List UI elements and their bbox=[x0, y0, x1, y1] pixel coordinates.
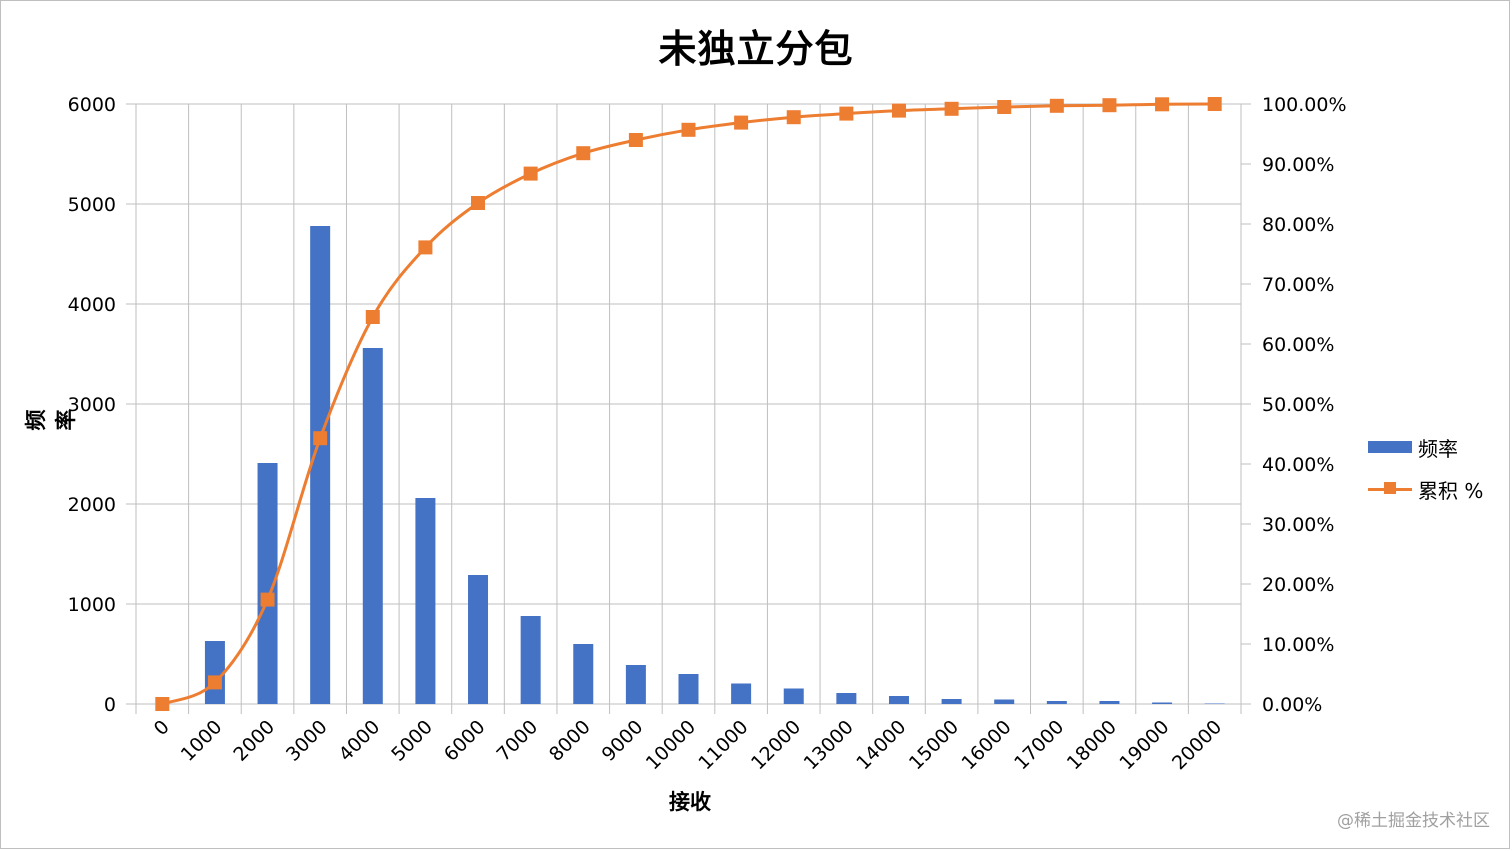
y2-tick-label: 60.00% bbox=[1262, 334, 1334, 356]
bar bbox=[362, 348, 383, 704]
x-tick-label: 20000 bbox=[1168, 716, 1226, 774]
bar bbox=[1099, 701, 1120, 704]
bar bbox=[1152, 702, 1173, 704]
bar bbox=[783, 688, 804, 704]
x-tick-label: 6000 bbox=[440, 716, 490, 766]
x-tick-label: 2000 bbox=[229, 716, 279, 766]
x-tick-label: 4000 bbox=[335, 716, 385, 766]
y-tick-label: 2000 bbox=[68, 494, 116, 516]
x-tick-label: 9000 bbox=[598, 716, 648, 766]
y2-tick-label: 100.00% bbox=[1262, 94, 1347, 116]
cumulative-marker bbox=[260, 592, 275, 607]
x-tick-label: 14000 bbox=[852, 716, 910, 774]
cumulative-marker bbox=[839, 106, 854, 121]
cumulative-marker bbox=[313, 431, 328, 446]
y2-tick-label: 90.00% bbox=[1262, 154, 1334, 176]
y-axis-label: 频率 bbox=[24, 409, 78, 431]
bar bbox=[520, 616, 541, 704]
bar bbox=[204, 641, 225, 704]
bar bbox=[573, 644, 594, 704]
cumulative-marker bbox=[155, 697, 170, 711]
bar bbox=[1204, 703, 1225, 704]
legend-label-frequency: 频率 bbox=[1418, 436, 1458, 461]
x-tick-label: 13000 bbox=[800, 716, 858, 774]
cumulative-marker bbox=[1207, 97, 1222, 111]
cumulative-marker bbox=[734, 115, 749, 130]
x-tick-label: 7000 bbox=[492, 716, 542, 766]
x-tick-label: 8000 bbox=[545, 716, 595, 766]
cumulative-marker bbox=[365, 310, 380, 324]
x-tick-label: 5000 bbox=[387, 716, 437, 766]
bar bbox=[1046, 701, 1067, 704]
legend-item-frequency: 频率 bbox=[1368, 426, 1483, 468]
y-tick-label: 1000 bbox=[68, 594, 116, 616]
cumulative-marker bbox=[681, 122, 696, 137]
cumulative-marker bbox=[207, 675, 222, 690]
cumulative-marker bbox=[1102, 98, 1117, 113]
bar bbox=[836, 693, 857, 704]
y-tick-label: 4000 bbox=[68, 294, 116, 316]
y2-tick-label: 20.00% bbox=[1262, 574, 1334, 596]
x-tick-label: 15000 bbox=[905, 716, 963, 774]
y-tick-label: 5000 bbox=[68, 194, 116, 216]
y-tick-label: 3000 bbox=[68, 394, 116, 416]
x-tick-label: 11000 bbox=[694, 716, 752, 774]
x-tick-label: 19000 bbox=[1115, 716, 1173, 774]
bar bbox=[257, 463, 278, 704]
cumulative-marker bbox=[418, 240, 433, 255]
cumulative-marker bbox=[891, 103, 906, 118]
bar bbox=[468, 575, 489, 704]
bar bbox=[678, 674, 699, 704]
bar bbox=[731, 683, 752, 704]
watermark: @稀土掘金技术社区 bbox=[1337, 811, 1490, 831]
legend-item-cumulative: 累积 % bbox=[1368, 468, 1483, 510]
y2-tick-label: 40.00% bbox=[1262, 454, 1334, 476]
cumulative-marker bbox=[576, 146, 591, 161]
x-tick-label: 0 bbox=[150, 716, 174, 740]
y2-tick-label: 80.00% bbox=[1262, 214, 1334, 236]
cumulative-marker bbox=[1155, 97, 1170, 112]
bar bbox=[941, 699, 962, 704]
cumulative-marker bbox=[628, 133, 643, 147]
x-tick-label: 18000 bbox=[1063, 716, 1121, 774]
bar bbox=[625, 665, 646, 704]
x-tick-label: 1000 bbox=[177, 716, 227, 766]
x-tick-label: 16000 bbox=[957, 716, 1015, 774]
cumulative-line bbox=[161, 102, 1215, 706]
y-tick-label: 0 bbox=[104, 694, 116, 716]
cumulative-marker bbox=[523, 166, 538, 181]
x-tick-label: 17000 bbox=[1010, 716, 1068, 774]
bar bbox=[994, 699, 1015, 704]
y2-tick-label: 30.00% bbox=[1262, 514, 1334, 536]
y2-tick-label: 0.00% bbox=[1262, 694, 1322, 716]
cumulative-marker bbox=[997, 100, 1012, 114]
chart-legend: 频率 累积 % bbox=[1368, 426, 1483, 510]
x-tick-label: 3000 bbox=[282, 716, 332, 766]
bar bbox=[415, 498, 436, 704]
x-tick-label: 10000 bbox=[642, 716, 700, 774]
y2-tick-label: 10.00% bbox=[1262, 634, 1334, 656]
x-axis-label: 接收 bbox=[669, 790, 711, 814]
cumulative-marker bbox=[471, 196, 486, 210]
cumulative-marker bbox=[1049, 98, 1064, 113]
chart-title: 未独立分包 bbox=[658, 27, 854, 71]
cumulative-marker bbox=[786, 110, 801, 125]
legend-swatch-line bbox=[1368, 482, 1412, 495]
legend-label-cumulative: 累积 % bbox=[1418, 478, 1484, 503]
legend-swatch-bar bbox=[1368, 441, 1412, 453]
x-tick-label: 12000 bbox=[747, 716, 805, 774]
bar bbox=[888, 696, 909, 704]
y2-tick-label: 70.00% bbox=[1262, 274, 1334, 296]
y2-tick-label: 50.00% bbox=[1262, 394, 1334, 416]
bar bbox=[310, 226, 331, 704]
y-tick-label: 6000 bbox=[68, 94, 116, 116]
cumulative-marker bbox=[944, 101, 959, 116]
